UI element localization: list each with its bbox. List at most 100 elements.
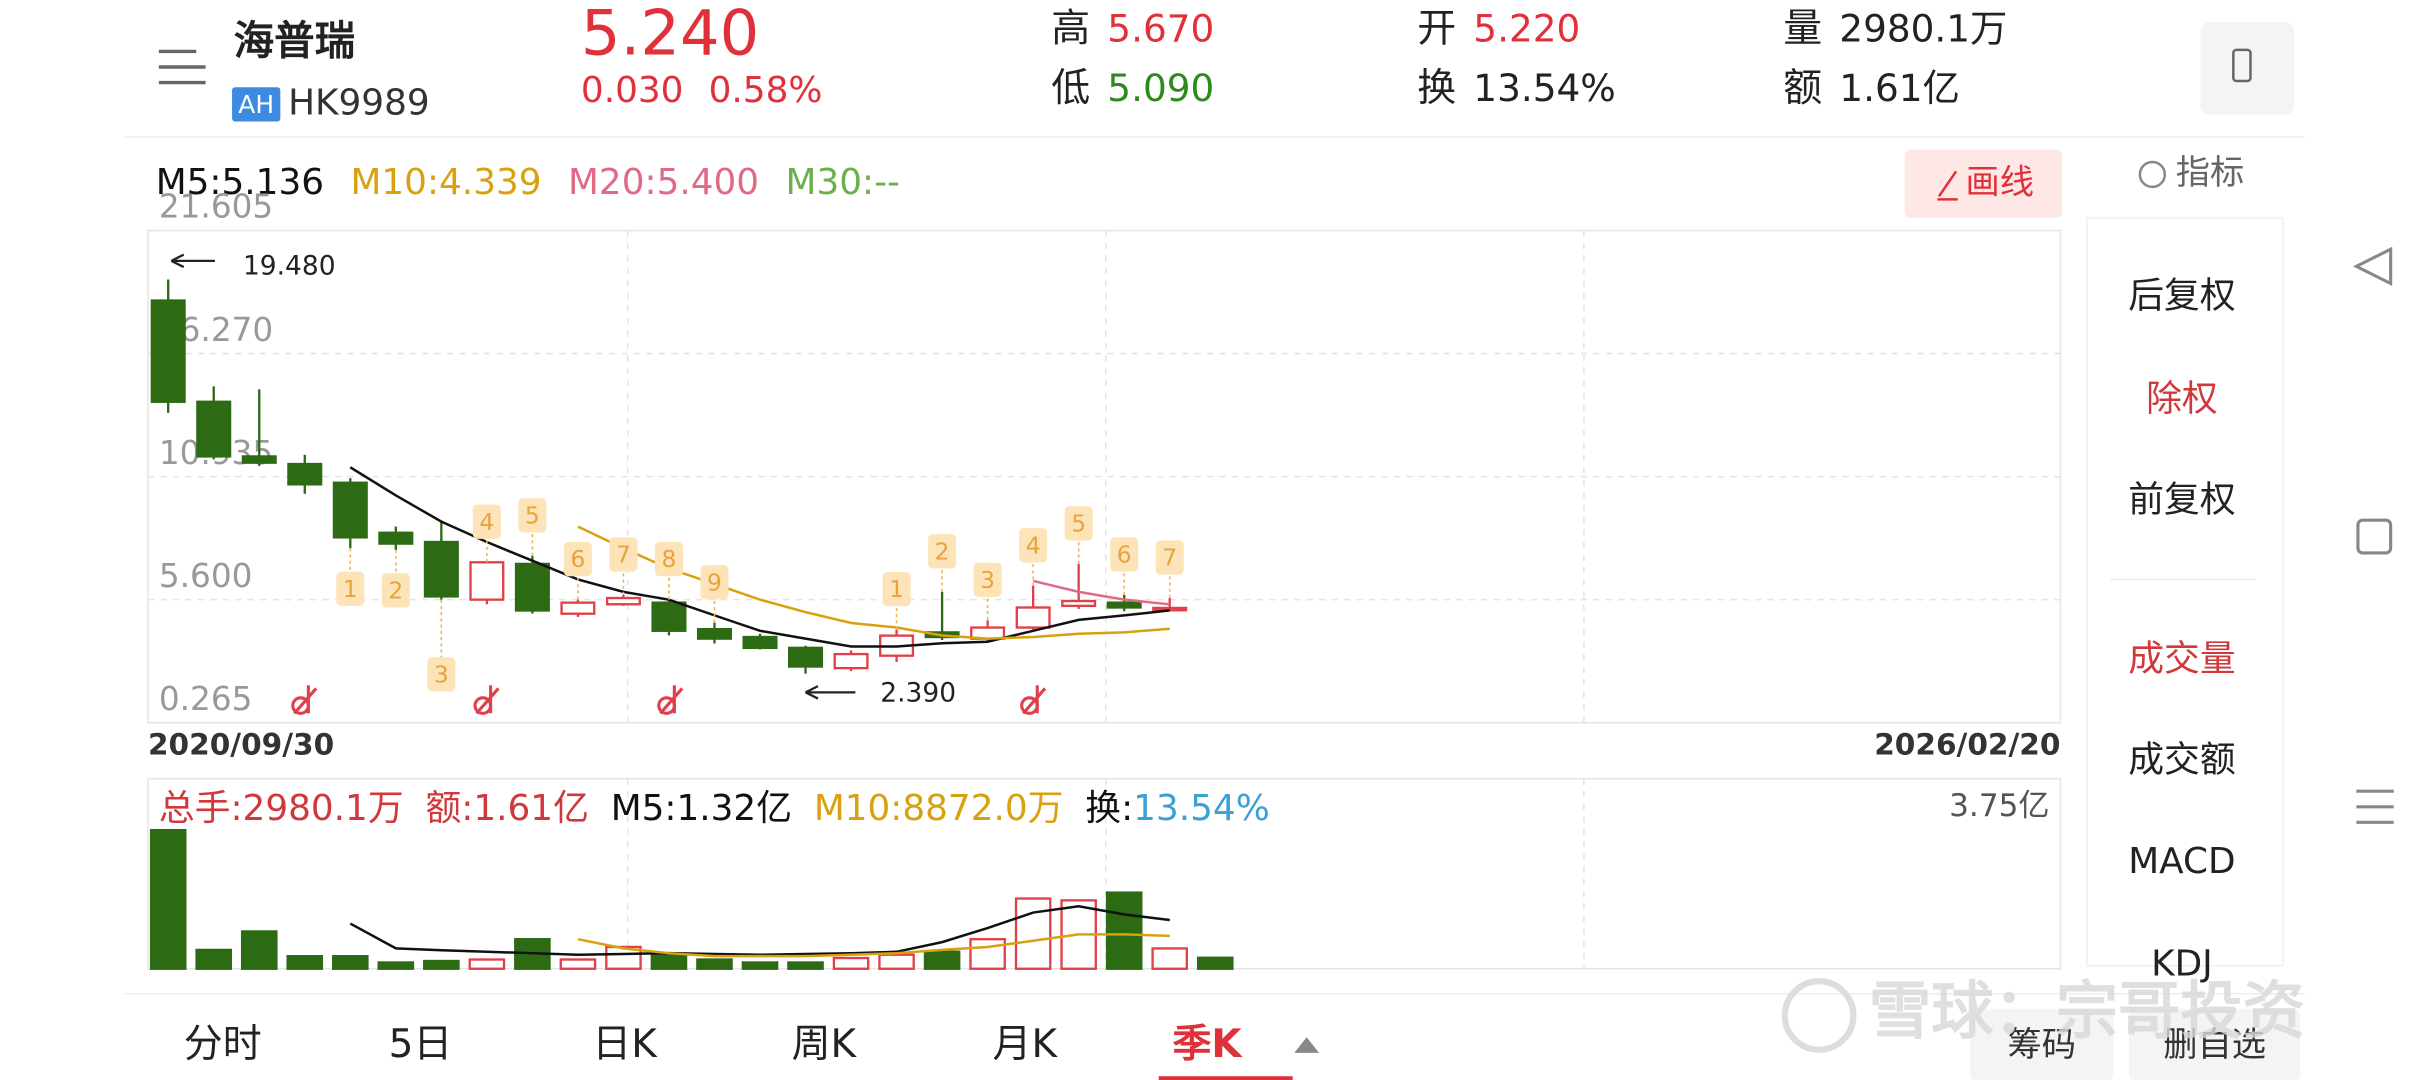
event-badge[interactable]	[654, 542, 683, 577]
event-badge[interactable]	[609, 537, 638, 572]
candle-body	[1015, 606, 1051, 629]
draw-button[interactable]	[1904, 149, 2063, 219]
event-label: 5	[1071, 509, 1086, 537]
chips-label[interactable]: 筹码	[2008, 1025, 2077, 1065]
event-badge[interactable]	[336, 571, 365, 606]
event-label: 7	[1162, 544, 1177, 572]
event-badge[interactable]	[563, 542, 592, 577]
volume-ma-line	[349, 905, 1170, 956]
volume-legend: 换:	[1085, 788, 1133, 829]
candle-body	[605, 596, 641, 606]
volume-legend: 额:1.61亿	[425, 788, 588, 829]
open-value: 5.220	[1473, 7, 1580, 51]
event-badge[interactable]	[882, 572, 911, 607]
side-item[interactable]: 前复权	[2128, 480, 2235, 521]
remove-label[interactable]: 删自选	[2163, 1025, 2266, 1065]
y-tick-label: 0.265	[159, 680, 253, 718]
watermark: 雪球：宗哥投资	[1869, 975, 2305, 1048]
volume-bar	[286, 955, 324, 970]
volume-bar	[969, 938, 1006, 970]
candle-body	[742, 635, 778, 650]
candle-body	[332, 481, 368, 539]
nav-menu[interactable]	[2356, 789, 2394, 824]
device-button[interactable]	[2200, 21, 2295, 116]
chips-button[interactable]	[1970, 1009, 2114, 1080]
candle-body	[1106, 601, 1142, 609]
low-label: 低	[1051, 66, 1090, 111]
gauge-icon	[2138, 160, 2167, 189]
volume-bar	[195, 948, 233, 970]
low-arrow	[805, 685, 856, 700]
volume-bar	[1196, 956, 1234, 970]
event-label: 2	[388, 576, 403, 604]
tab[interactable]: 周K	[792, 1022, 858, 1067]
event-label: 6	[1117, 541, 1132, 569]
draw-button-label: 画线	[1965, 162, 2034, 202]
event-badge[interactable]	[472, 504, 501, 539]
event-label: 7	[616, 541, 631, 569]
tab[interactable]: 日K	[592, 1022, 658, 1067]
indicator-label: 指标	[2176, 153, 2245, 193]
turnover-value: 13.54%	[1473, 66, 1615, 110]
tab[interactable]: 月K	[993, 1022, 1059, 1067]
event-badge[interactable]	[427, 657, 456, 692]
stock-code: HK9989	[288, 82, 430, 123]
event-label: 8	[662, 545, 677, 573]
volume-bar	[696, 958, 733, 970]
event-badge[interactable]	[973, 562, 1002, 598]
side-item[interactable]: 除权	[2146, 378, 2218, 419]
high-arrow	[170, 253, 215, 269]
volume-bar	[240, 930, 278, 970]
candle-body	[514, 562, 550, 612]
event-label: 9	[707, 568, 722, 596]
tab-arrow[interactable]	[1294, 1037, 1320, 1053]
volume-legend: 总手:2980.1万	[159, 788, 404, 829]
volume-bar	[650, 953, 688, 970]
side-item[interactable]: 成交量	[2128, 638, 2235, 679]
candle-body	[241, 455, 277, 464]
event-badge[interactable]	[381, 573, 410, 608]
event-badge[interactable]	[1110, 537, 1139, 572]
side-item[interactable]: 成交额	[2128, 740, 2235, 781]
volume-bar	[468, 958, 506, 970]
ma-line	[1032, 579, 1170, 606]
event-label: 1	[889, 575, 904, 603]
event-badge[interactable]	[700, 565, 729, 600]
volume-bar	[605, 945, 642, 970]
event-badge[interactable]	[518, 498, 547, 533]
volume-bar	[559, 958, 597, 970]
low-value: 5.090	[1107, 66, 1214, 110]
price: 5.240	[581, 0, 759, 70]
amount-label: 额	[1783, 66, 1822, 111]
candle-body	[651, 601, 687, 632]
event-badge[interactable]	[928, 534, 957, 569]
event-label: 4	[479, 508, 494, 536]
side-item[interactable]: MACD	[2128, 841, 2235, 882]
ma-legend: M5:5.136	[156, 162, 324, 203]
candle-body	[1061, 599, 1097, 608]
event-badge[interactable]	[1019, 528, 1048, 563]
stock-name: 海普瑞	[234, 17, 355, 65]
side-panel	[2086, 217, 2284, 967]
volume-frame	[147, 777, 2062, 970]
tab[interactable]: 5日	[389, 1022, 453, 1067]
nav-back[interactable]	[2352, 246, 2393, 287]
side-item[interactable]: 后复权	[2128, 276, 2235, 317]
side-item[interactable]: KDJ	[2151, 944, 2213, 985]
high-label: 高	[1051, 7, 1090, 52]
nav-home[interactable]	[2356, 518, 2393, 555]
menu-icon[interactable]	[158, 49, 206, 85]
volume-bar	[1105, 891, 1143, 970]
tab[interactable]: 分时	[184, 1022, 262, 1067]
candle-body	[378, 531, 414, 545]
ma-legend: M20:5.400	[568, 162, 759, 203]
candle-body	[196, 400, 232, 458]
event-badge[interactable]	[1155, 540, 1184, 575]
remove-button[interactable]	[2128, 1009, 2301, 1080]
volume-bar	[331, 955, 369, 970]
event-badge[interactable]	[1064, 506, 1093, 541]
volume-bar	[423, 959, 460, 970]
pencil-icon	[1937, 170, 1958, 201]
tab[interactable]: 季K	[1172, 1022, 1243, 1067]
event-label: 2	[935, 537, 950, 565]
